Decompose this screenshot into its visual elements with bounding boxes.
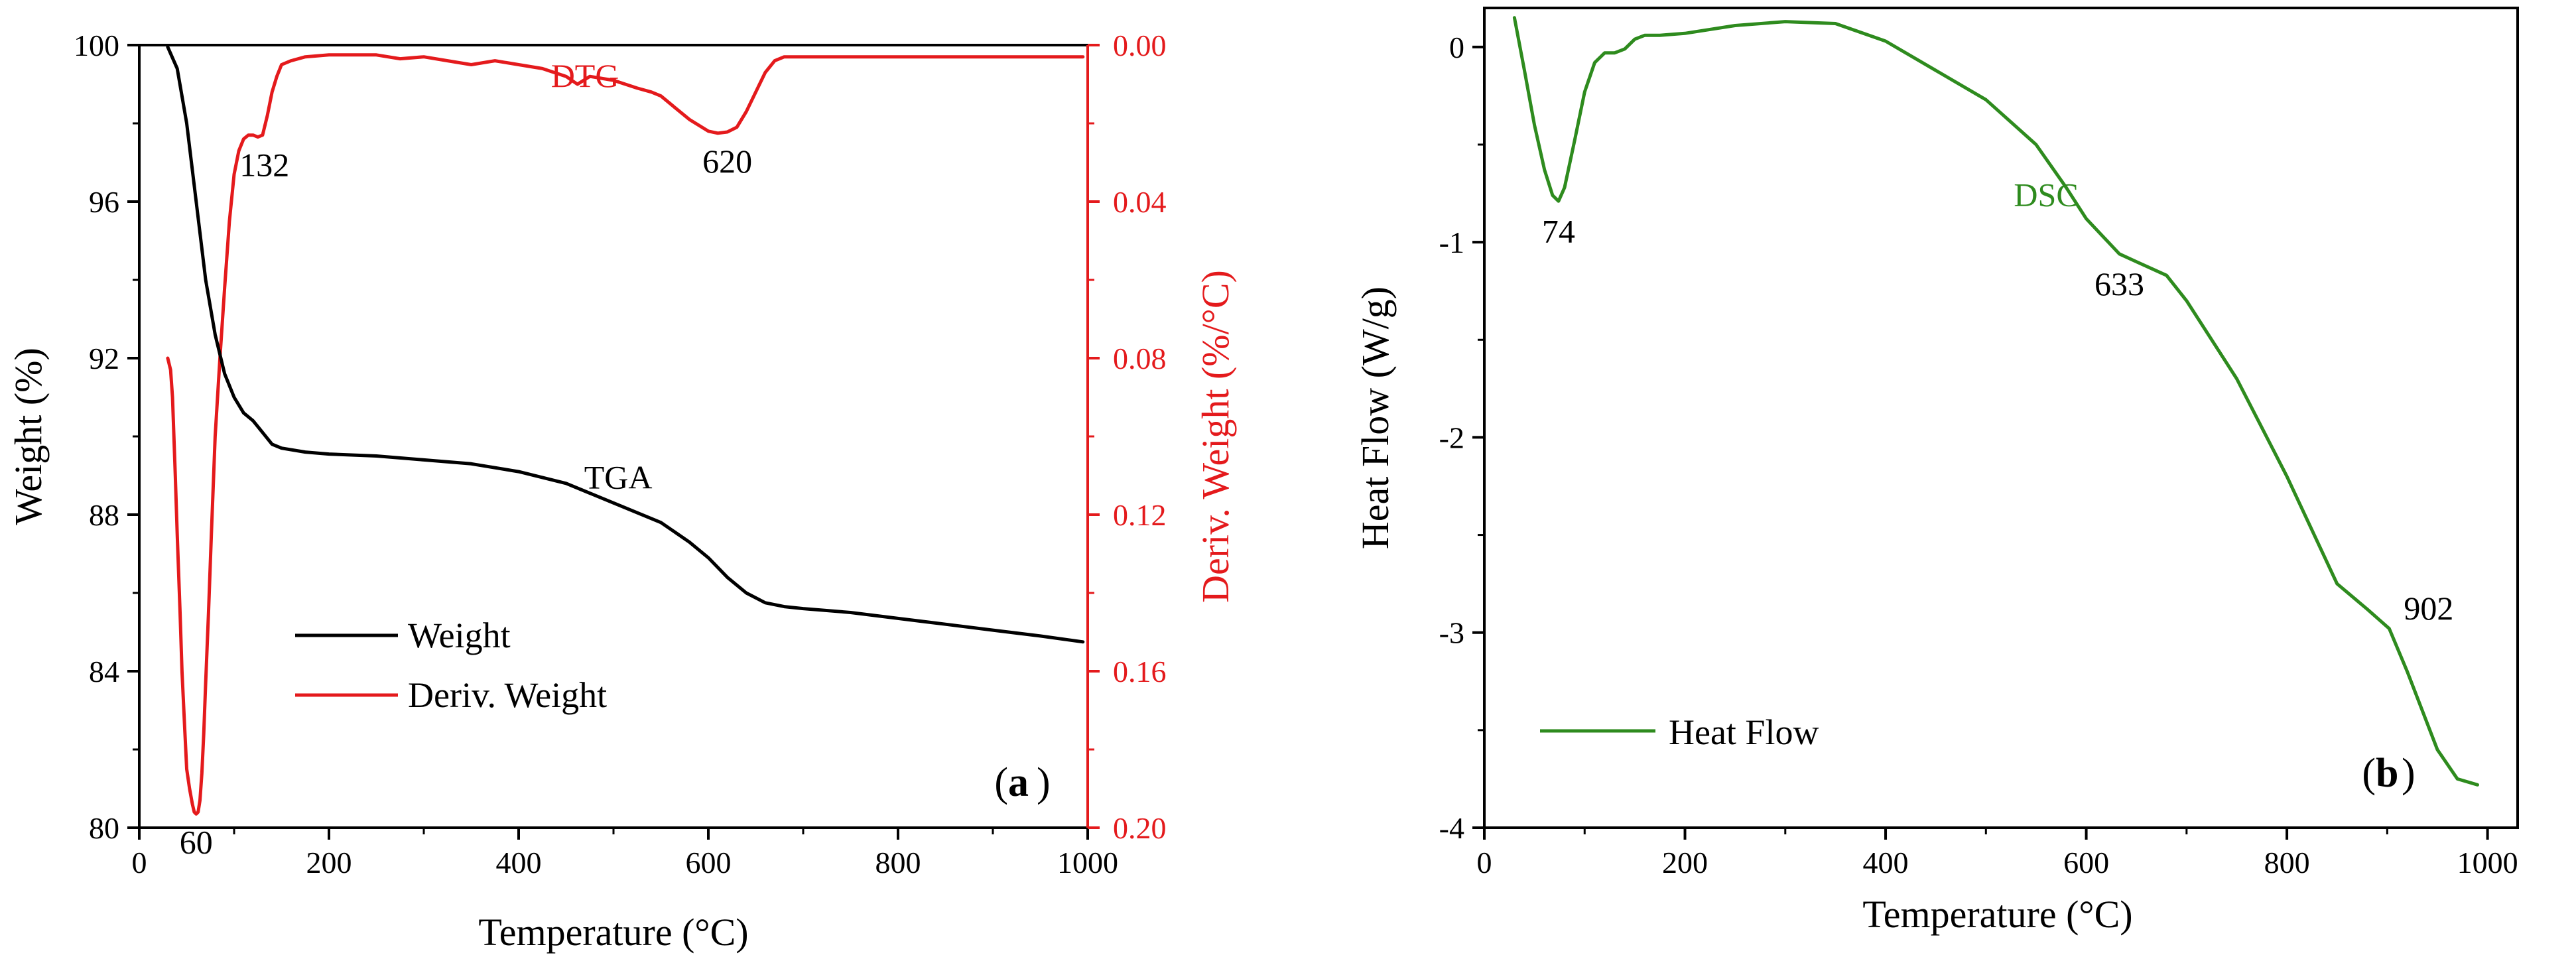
panel-a-annotation: 620 — [702, 143, 752, 180]
panel-a-x-axis-title: Temperature (°C) — [478, 911, 748, 954]
legend-label-deriv-weight: Deriv. Weight — [408, 675, 607, 715]
series-line-heat-flow — [1512, 16, 2479, 787]
series-line-deriv-weight — [166, 53, 1085, 816]
panel-a-x-tick-label: 600 — [686, 846, 732, 879]
panel-a-annotations: 60 132 DTG 620 TGA — [180, 57, 752, 860]
panel-b-x-tick-label: 0 — [1477, 846, 1492, 879]
panel-a-annotation: 132 — [239, 147, 289, 184]
panel-a-y-tick-label: 100 — [74, 29, 119, 62]
panel-b-label: ( b ) — [2362, 751, 2415, 796]
svg-text:): ) — [2402, 751, 2415, 796]
panel-a-y-tick-label: 92 — [89, 342, 119, 375]
panel-a-x-tick-label: 0 — [132, 846, 147, 879]
panel-a-right-y-tick-label: 0.00 — [1113, 29, 1167, 62]
panel-a-left-axis-title: Weight (%) — [7, 348, 50, 525]
panel-b-annotation: 633 — [2094, 265, 2144, 302]
panel-b-annotation: 74 — [1542, 212, 1575, 249]
panel-b-y-tick-label: -4 — [1439, 811, 1464, 845]
panel-b-y-tick-label: 0 — [1449, 31, 1464, 64]
panel-a-x-tick-label: 1000 — [1057, 846, 1118, 879]
series-line-weight — [166, 45, 1085, 644]
svg-text:): ) — [1037, 760, 1051, 805]
panel-b-annotations: 74 DSC 633 902 — [1542, 176, 2453, 626]
panel-a-series — [166, 45, 1085, 816]
panel-a-label: ( a ) — [994, 760, 1050, 805]
panel-a-y-tick-label: 84 — [89, 655, 119, 688]
panel-a-right-y-tick-label: 0.20 — [1113, 811, 1167, 845]
panel-b-y-tick-label: -1 — [1439, 226, 1464, 259]
legend-label-weight: Weight — [408, 615, 511, 655]
panel-a-label-letter: a — [1008, 760, 1029, 805]
panel-b-y-tick-label: -2 — [1439, 420, 1464, 454]
panel-b: 0 200 400 600 800 1000 -4 -3 -2 -1 0 74 DSC 633 902 T… — [1354, 7, 2519, 936]
legend-label-heat-flow: Heat Flow — [1669, 712, 1819, 752]
panel-b-left-axis-title: Heat Flow (W/g) — [1354, 287, 1397, 549]
panel-b-x-tick-label: 800 — [2264, 846, 2310, 879]
panel-a-legend: Weight Deriv. Weight — [295, 615, 607, 715]
panel-b-label-letter: b — [2376, 751, 2398, 796]
panel-b-x-axis-title: Temperature (°C) — [1862, 893, 2132, 936]
panel-b-annotation: DSC — [2014, 176, 2078, 213]
panel-a-right-y-tick-label: 0.16 — [1113, 655, 1167, 688]
svg-text:(: ( — [994, 760, 1008, 805]
panel-b-series — [1512, 16, 2479, 787]
panel-b-ticks: 0 200 400 600 800 1000 -4 -3 -2 -1 0 — [1439, 31, 2518, 879]
panel-a-annotation: 60 — [180, 823, 213, 860]
panel-a-right-y-tick-label: 0.08 — [1113, 342, 1167, 375]
panel-b-x-tick-label: 600 — [2063, 846, 2109, 879]
panel-a-y-tick-label: 80 — [89, 811, 119, 845]
panel-a-right-axis-title: Deriv. Weight (%/°C) — [1194, 270, 1237, 603]
panel-b-y-tick-label: -3 — [1439, 616, 1464, 650]
panel-a-annotation: TGA — [584, 458, 653, 495]
panel-a-x-tick-label: 200 — [306, 846, 352, 879]
panel-b-x-tick-label: 200 — [1662, 846, 1708, 879]
panel-b-x-tick-label: 1000 — [2457, 846, 2518, 879]
panel-b-legend: Heat Flow — [1540, 712, 1819, 752]
panel-b-x-tick-label: 400 — [1863, 846, 1909, 879]
panel-b-annotation: 902 — [2404, 590, 2453, 627]
panel-a-x-tick-label: 800 — [875, 846, 921, 879]
panel-a-y-tick-label: 96 — [89, 185, 119, 219]
panel-a-ticks: 0 200 400 600 800 1000 80 84 88 92 96 100 0.00 0.04 0.… — [74, 29, 1167, 879]
panel-a-right-y-tick-label: 0.12 — [1113, 498, 1167, 532]
panel-b-frame — [1483, 7, 2519, 829]
panel-a-annotation: DTG — [551, 57, 619, 94]
panel-a: 0 200 400 600 800 1000 80 84 88 92 96 100 0.00 0.04 0.… — [7, 29, 1237, 954]
panel-a-right-y-tick-label: 0.04 — [1113, 185, 1167, 219]
svg-text:(: ( — [2362, 751, 2376, 796]
panel-a-x-tick-label: 400 — [496, 846, 542, 879]
panel-a-y-tick-label: 88 — [89, 498, 119, 532]
